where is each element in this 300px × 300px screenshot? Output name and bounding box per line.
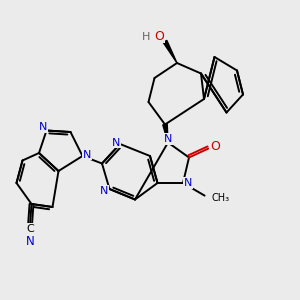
Polygon shape (163, 124, 168, 142)
Text: O: O (155, 29, 164, 43)
Text: N: N (26, 235, 34, 248)
Text: N: N (184, 178, 193, 188)
Text: N: N (112, 137, 121, 148)
Text: CH₃: CH₃ (211, 193, 229, 203)
Text: H: H (142, 32, 151, 42)
Text: O: O (210, 140, 220, 154)
Text: N: N (164, 134, 172, 144)
Polygon shape (163, 40, 177, 63)
Text: C: C (26, 224, 34, 234)
Text: N: N (100, 185, 108, 196)
Text: N: N (39, 122, 47, 133)
Text: N: N (83, 149, 91, 160)
